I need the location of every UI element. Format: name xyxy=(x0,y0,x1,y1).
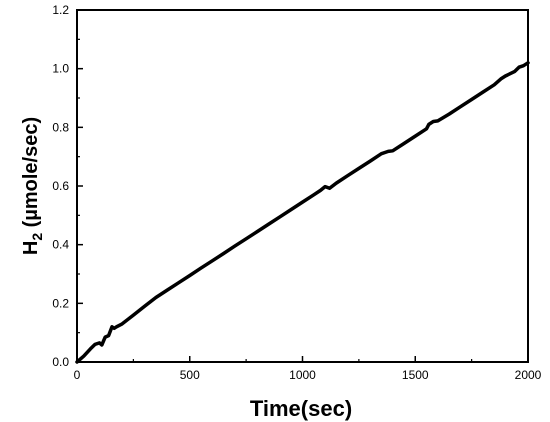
y-tick-label: 1.2 xyxy=(52,3,69,17)
y-axis-title-main: H xyxy=(20,241,42,255)
y-tick-label: 0.8 xyxy=(52,120,69,134)
plot-frame xyxy=(76,9,529,363)
x-axis-title: Time(sec) xyxy=(250,396,352,421)
x-tick-label: 2000 xyxy=(515,368,542,382)
y-axis-title: H2 (µmole/sec) xyxy=(20,117,45,255)
y-tick-label: 0.6 xyxy=(52,179,69,193)
y-axis-title-units: (µmole/sec) xyxy=(20,117,42,233)
x-tick-label: 1500 xyxy=(402,368,429,382)
y-tick-label: 0.4 xyxy=(52,238,69,252)
x-tick-label: 1000 xyxy=(289,368,316,382)
y-tick-label: 1.0 xyxy=(52,62,69,76)
x-tick-label: 500 xyxy=(180,368,200,382)
y-tick-label: 0.2 xyxy=(52,296,69,310)
x-tick-label: 0 xyxy=(74,368,81,382)
h2-series-line xyxy=(75,61,530,364)
y-axis-title-subscript: 2 xyxy=(29,233,45,241)
y-tick-label: 0.0 xyxy=(52,355,69,369)
